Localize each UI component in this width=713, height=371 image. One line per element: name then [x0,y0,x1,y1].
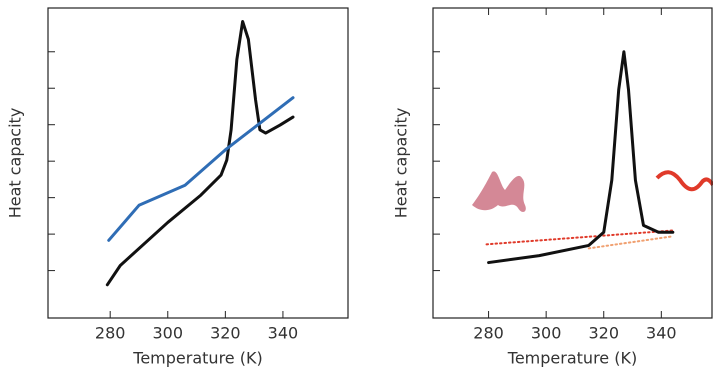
series-line [107,96,295,242]
protein-illustration [472,171,526,212]
x-tick-label: 340 [646,324,677,343]
x-tick-label: 280 [95,324,126,343]
series-line [587,235,674,250]
x-axis-label: Temperature (K) [132,349,262,368]
x-tick-label: 320 [588,324,619,343]
x-tick-label: 300 [152,324,183,343]
x-tick-label: 300 [531,324,562,343]
x-tick-label: 280 [473,324,504,343]
y-axis-label: Heat capacity [6,108,25,219]
plot-frame [432,7,713,319]
x-tick-label: 320 [210,324,241,343]
x-axis-label: Temperature (K) [507,349,637,368]
series-line [487,50,675,265]
series-line [105,19,295,287]
plot-frame [47,7,349,319]
unfolded-chain-illustration [655,170,713,192]
y-axis-label: Heat capacity [392,108,411,219]
series-line [485,229,674,246]
x-tick-label: 340 [268,324,299,343]
